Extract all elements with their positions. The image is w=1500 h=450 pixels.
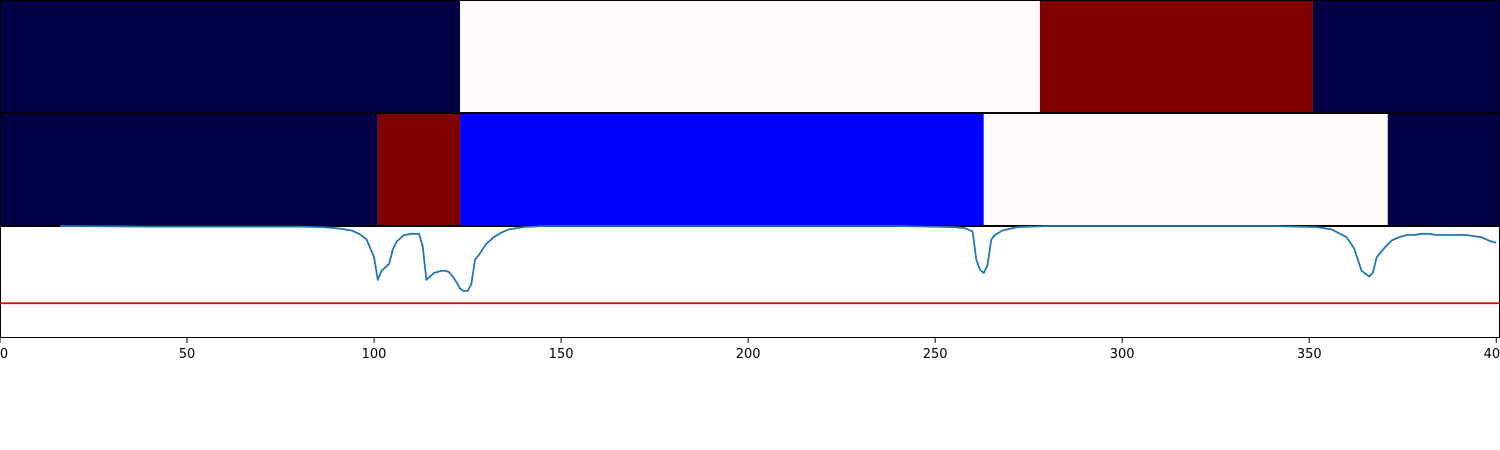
x-tick-label: 0 (0, 347, 8, 362)
heatmap-cell-top-3 (1312, 0, 1500, 113)
heatmap-cell-top-0 (0, 0, 461, 113)
heatmap-cell-middle-1 (377, 113, 461, 226)
x-axis: 0 50 100 150 200 250 300 350 400 (0, 338, 1500, 362)
heatmap-cell-top-2 (1039, 0, 1313, 113)
heatmap-cell-middle-3 (983, 113, 1388, 226)
series-line (59, 225, 1497, 292)
heatmap-row-top (0, 0, 1500, 113)
x-tick-label: 150 (549, 347, 574, 362)
x-tick-label: 250 (923, 347, 948, 362)
line-plot-panel (0, 225, 1500, 338)
plot-background (0, 226, 1500, 338)
heatmap-cell-middle-0 (0, 113, 378, 226)
x-tick-label: 200 (736, 347, 761, 362)
heatmap-cell-top-1 (460, 0, 1040, 113)
x-tick-label: 100 (362, 347, 387, 362)
x-tick-label: 400 (1484, 347, 1500, 362)
heatmap-cell-middle-2 (460, 113, 984, 226)
x-tick-label: 350 (1297, 347, 1322, 362)
heatmap-row-middle (0, 113, 1500, 226)
x-tick-label: 50 (179, 347, 196, 362)
heatmap-cell-middle-4 (1387, 113, 1500, 226)
x-tick-label: 300 (1110, 347, 1135, 362)
